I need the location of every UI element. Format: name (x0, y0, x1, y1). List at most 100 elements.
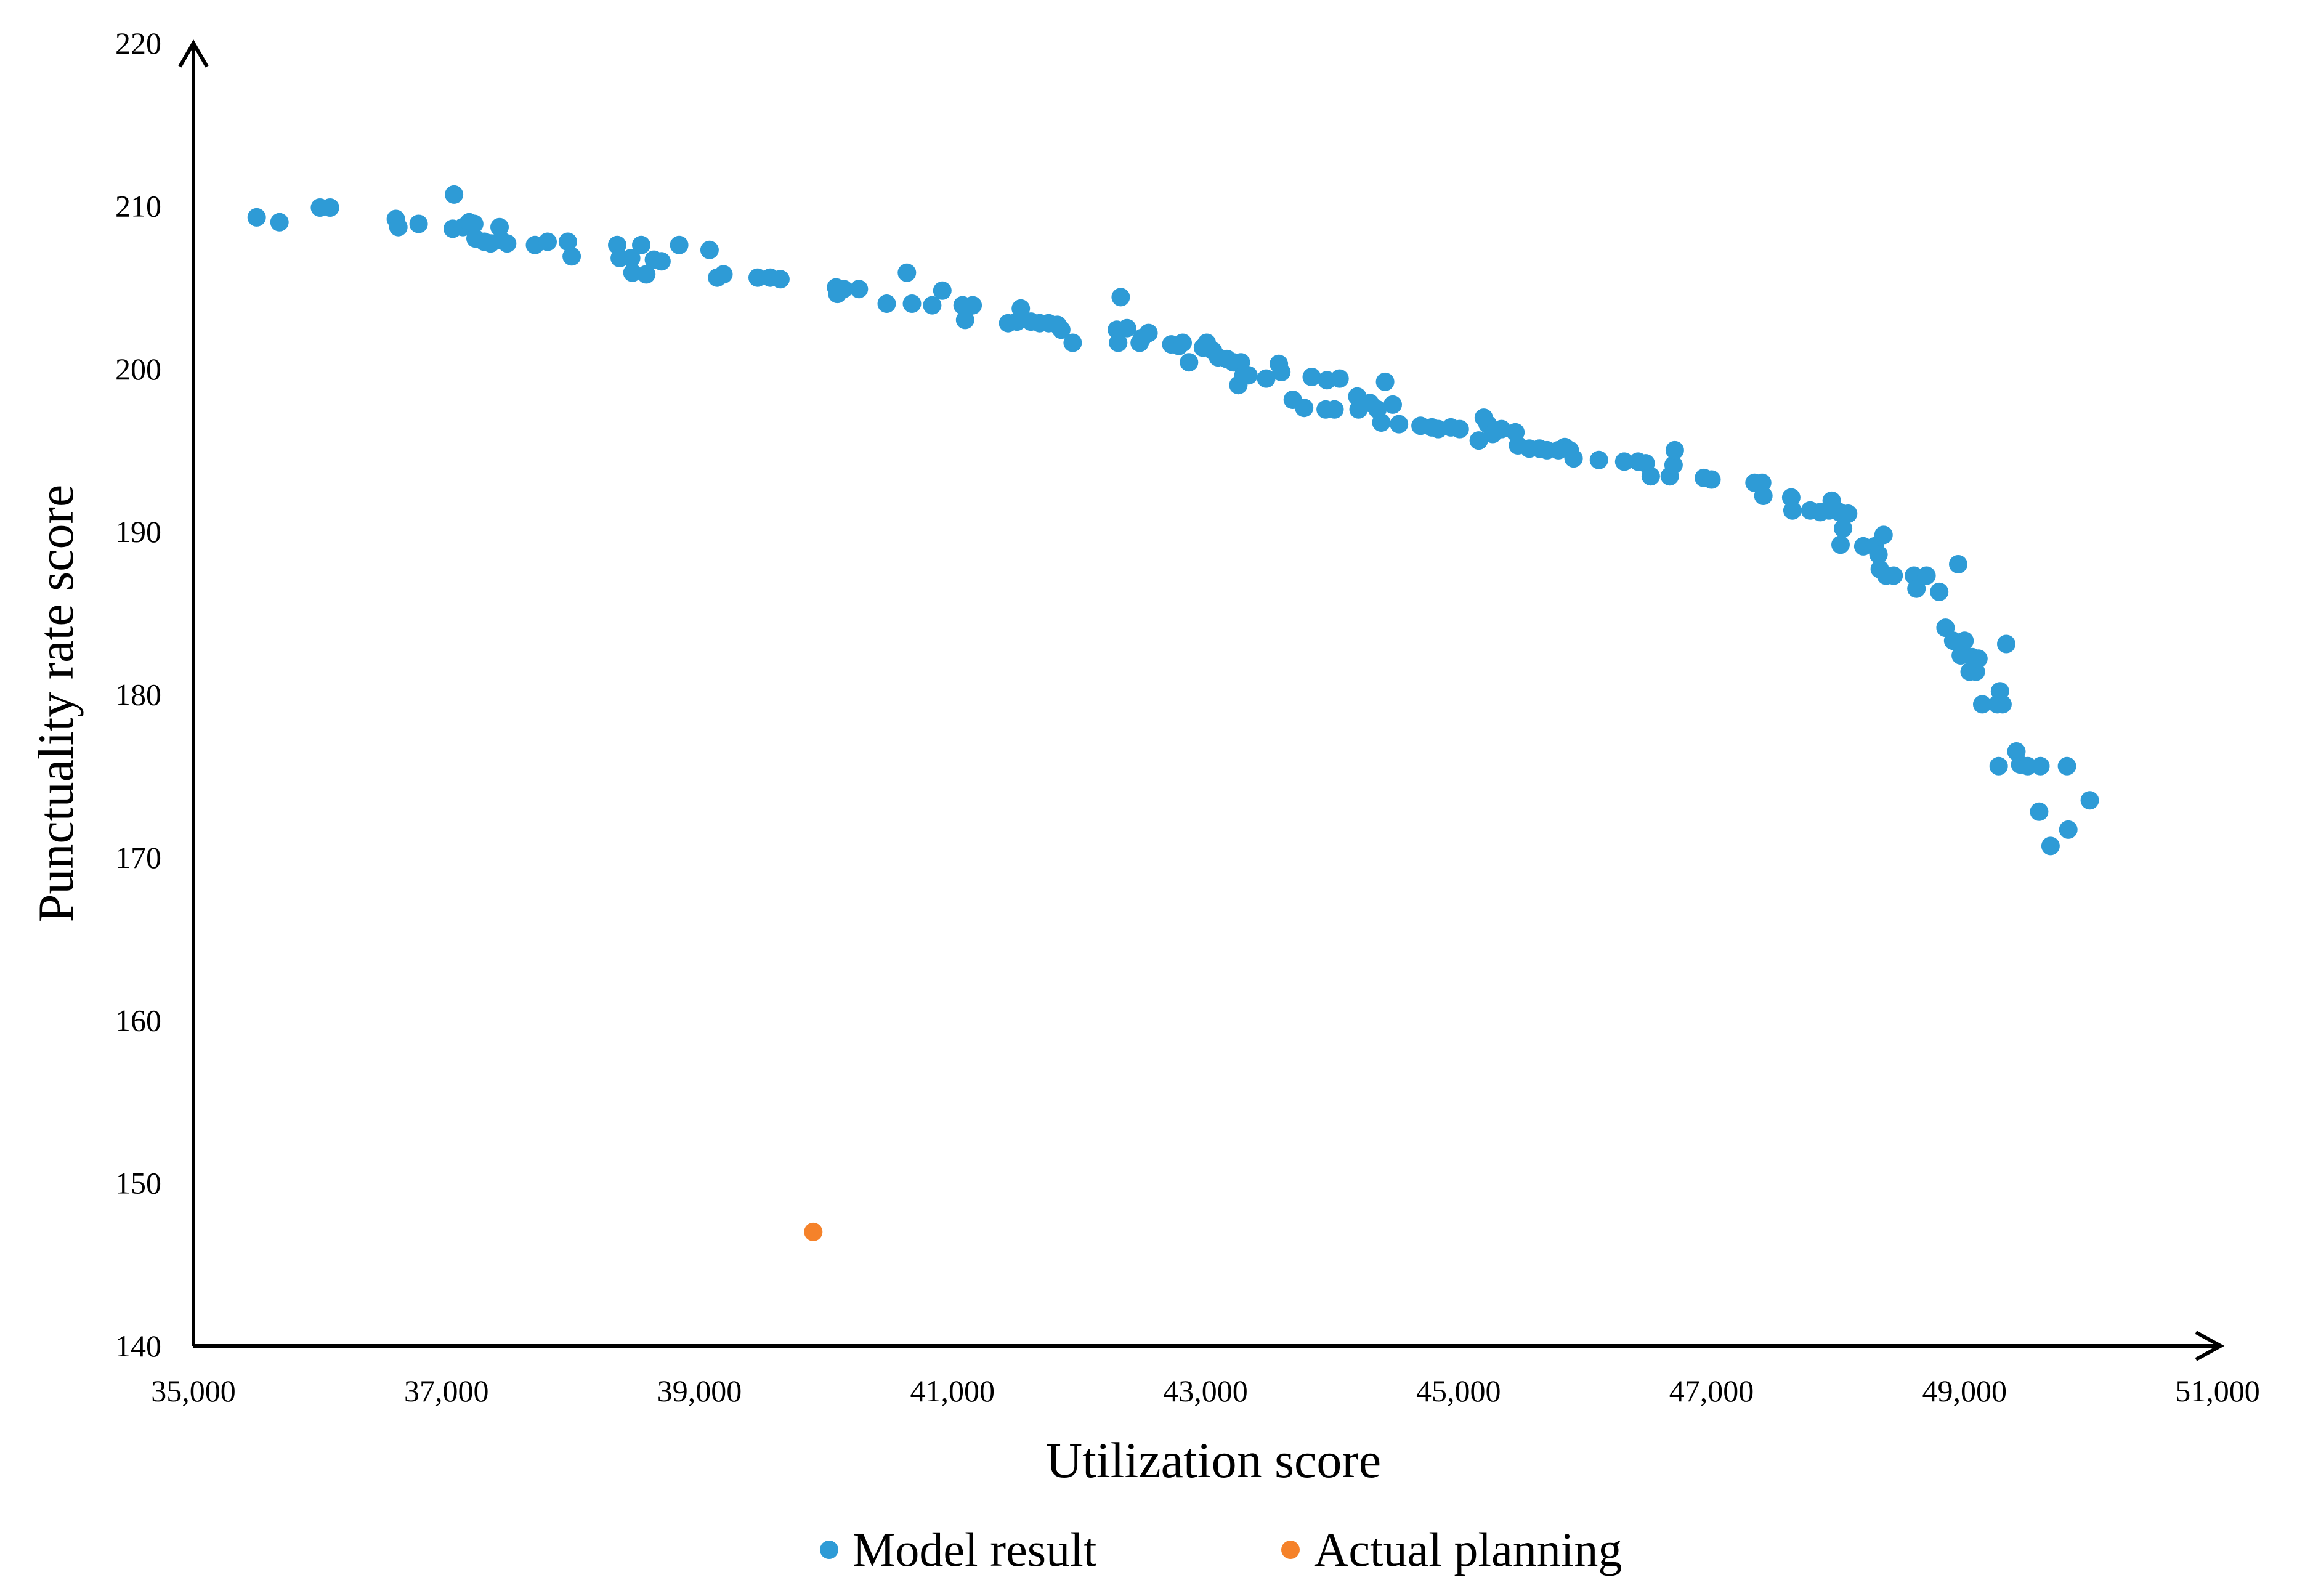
data-point (670, 235, 689, 254)
x-tick-label: 51,000 (2175, 1374, 2260, 1408)
data-point (1973, 695, 1991, 714)
data-point (933, 281, 952, 300)
x-axis-title: Utilization score (1046, 1432, 1381, 1488)
data-point (464, 214, 484, 233)
data-point (1930, 582, 1949, 601)
data-point (2080, 791, 2099, 810)
data-point (1955, 631, 1974, 650)
data-point (1109, 333, 1128, 352)
data-point (1257, 369, 1276, 388)
x-tick-label: 47,000 (1669, 1374, 1754, 1408)
data-point (1665, 440, 1684, 460)
data-point (247, 208, 266, 227)
data-point (1834, 519, 1853, 538)
legend-item: Actual planning (1281, 1523, 1622, 1576)
data-point (652, 252, 671, 271)
data-point (2018, 756, 2037, 776)
data-point (700, 240, 719, 259)
data-point (1589, 450, 1608, 469)
legend: Model result Actual planning (820, 1523, 1622, 1576)
data-point (963, 296, 982, 315)
x-axis-arrow (2195, 1331, 2225, 1361)
data-point (2057, 756, 2076, 776)
legend-label: Model result (853, 1523, 1097, 1576)
data-point (1173, 333, 1192, 352)
data-point (622, 249, 641, 267)
data-point (1997, 634, 2015, 654)
y-axis-title: Punctuality rate score (28, 485, 84, 922)
data-point (1063, 333, 1082, 352)
data-point (714, 265, 733, 284)
data-point (1117, 318, 1136, 338)
data-point (1302, 368, 1321, 386)
data-point (1917, 566, 1936, 585)
data-point (1450, 419, 1469, 439)
x-tick-label: 49,000 (1922, 1374, 2007, 1408)
legend-label: Actual planning (1314, 1523, 1622, 1576)
data-point (1180, 353, 1199, 372)
data-point (1702, 470, 1721, 489)
data-point (632, 235, 650, 254)
data-point (498, 234, 517, 253)
data-point (1383, 395, 1402, 414)
series-actual-planning (804, 1222, 823, 1241)
data-point (771, 270, 790, 289)
series-model-result (247, 185, 2099, 856)
x-tick-label: 39,000 (657, 1374, 742, 1408)
data-point (1989, 756, 2008, 776)
data-point (1390, 415, 1409, 434)
data-point (558, 232, 577, 251)
legend-item: Model result (820, 1523, 1097, 1576)
data-point (623, 263, 642, 282)
y-tick-label: 220 (115, 26, 161, 60)
data-point (1969, 649, 1988, 668)
data-point (1492, 419, 1511, 439)
data-point (1831, 535, 1850, 554)
y-tick-label: 150 (115, 1166, 161, 1201)
axes (178, 39, 2225, 1361)
data-point (409, 214, 428, 233)
tick-labels: 35,000 37,000 39,000 41,000 43,000 45,000 47,0… (115, 26, 2260, 1408)
y-tick-label: 180 (115, 678, 161, 712)
data-point (1614, 452, 1634, 471)
data-point (1272, 363, 1291, 381)
data-point (1469, 431, 1488, 450)
data-point (834, 280, 853, 299)
data-point (902, 294, 922, 313)
data-point (1641, 467, 1660, 486)
data-point (637, 265, 656, 284)
data-point (1949, 555, 1967, 573)
data-point (445, 185, 464, 204)
data-point (1111, 288, 1130, 307)
x-tick-label: 35,000 (151, 1374, 236, 1408)
data-point (2041, 836, 2060, 856)
y-tick-label: 200 (115, 352, 161, 386)
data-point (1839, 504, 1858, 523)
data-point (1372, 413, 1391, 432)
x-tick-label: 45,000 (1416, 1374, 1501, 1408)
data-point (2031, 756, 2050, 776)
data-point (538, 232, 557, 251)
data-point (1051, 320, 1071, 339)
data-points (247, 185, 2099, 1241)
data-point (1664, 455, 1683, 474)
data-point (1239, 366, 1258, 385)
data-point (955, 310, 974, 330)
data-point (1754, 487, 1773, 505)
data-point (923, 296, 942, 315)
y-tick-label: 140 (115, 1329, 161, 1363)
data-point (1139, 323, 1158, 342)
data-point (389, 217, 408, 237)
data-point (1011, 299, 1031, 318)
data-point (1295, 399, 1314, 418)
y-tick-label: 160 (115, 1003, 161, 1037)
x-tick-label: 37,000 (404, 1374, 489, 1408)
y-tick-label: 190 (115, 514, 161, 549)
legend-marker (1281, 1541, 1300, 1559)
data-point (1869, 545, 1888, 564)
data-point (320, 198, 339, 217)
y-axis-arrow (178, 39, 209, 68)
data-point (1330, 369, 1349, 388)
